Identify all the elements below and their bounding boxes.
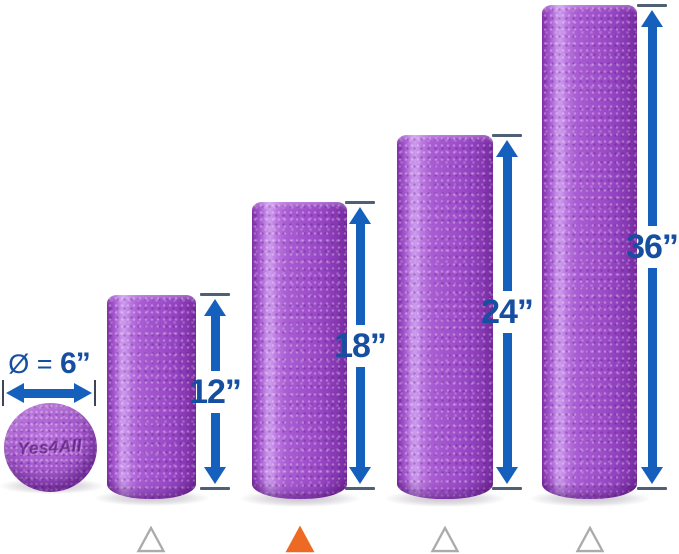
dimension-tick: [94, 380, 96, 406]
arrow-shaft: [647, 268, 657, 467]
arrow-down-icon: [204, 467, 226, 484]
arrow-shaft: [355, 366, 365, 467]
arrow-down-icon: [496, 467, 518, 484]
dimension-tick: [637, 4, 667, 7]
arrow-up-icon: [204, 299, 226, 316]
dimension-label-18in: 18”: [334, 326, 387, 365]
dimension-tick: [2, 380, 4, 406]
foam-roller-24in: [397, 135, 493, 499]
arrow-shaft: [502, 157, 512, 291]
arrow-up-icon: [641, 10, 663, 27]
arrow-down-icon: [349, 467, 371, 484]
dimension-tick: [492, 487, 522, 490]
arrow-left-icon: [6, 383, 24, 403]
arrow-up-icon: [496, 140, 518, 157]
arrow-shaft: [502, 333, 512, 467]
dimension-tick: [492, 134, 522, 137]
foam-roller-36in: [542, 5, 637, 499]
yes4all-logo: Yes4All: [17, 435, 84, 459]
diameter-symbol: Ø =: [8, 349, 53, 379]
arrow-shaft: [647, 27, 657, 226]
dimension-tick: [200, 293, 230, 296]
height-dimension-18in: 18”: [332, 201, 388, 490]
dimension-label-24in: 24”: [481, 293, 534, 331]
arrow-shaft: [355, 224, 365, 325]
dimension-tick: [200, 487, 230, 490]
arrow-shaft: [210, 412, 220, 467]
arrow-shaft: [210, 316, 220, 371]
size-triangle-18in: [285, 526, 315, 553]
arrow-right-icon: [74, 383, 92, 403]
size-triangle-24in: [430, 526, 460, 553]
arrow-down-icon: [641, 467, 663, 484]
dimension-label-36in: 36”: [626, 228, 679, 266]
size-triangle-36in: [575, 526, 605, 553]
arrow-up-icon: [349, 207, 371, 224]
diameter-dimension: Ø = 6”: [2, 347, 96, 406]
dimension-tick: [345, 487, 375, 490]
dimension-tick: [345, 201, 375, 204]
dimension-label-12in: 12”: [189, 372, 242, 411]
arrow-shaft: [24, 388, 74, 398]
foam-roller-12in: [107, 295, 196, 499]
dimension-tick: [637, 487, 667, 490]
height-dimension-36in: 36”: [624, 4, 679, 490]
height-dimension-12in: 12”: [187, 293, 243, 490]
diameter-value: 6”: [60, 347, 91, 380]
size-triangle-12in: [136, 526, 166, 553]
roller-end-view: Yes4All: [4, 403, 97, 492]
height-dimension-24in: 24”: [479, 134, 535, 490]
foam-roller-18in: [252, 202, 347, 499]
diameter-arrow: [2, 380, 96, 406]
diameter-label: Ø = 6”: [2, 347, 96, 380]
